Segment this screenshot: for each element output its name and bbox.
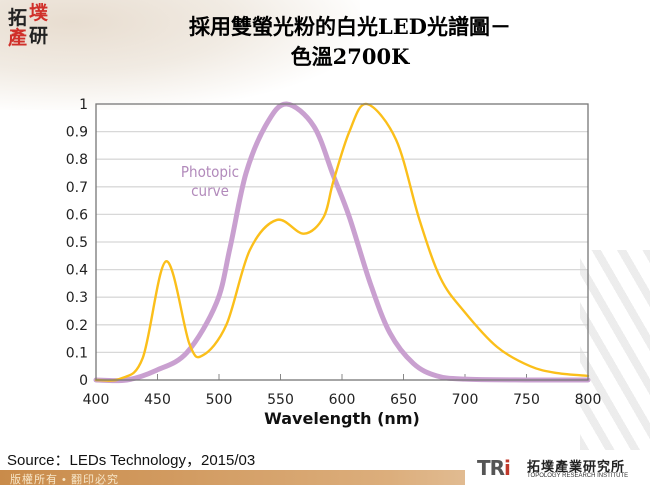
y-tick-label: 1 (79, 97, 88, 113)
copyright-notice: 版權所有 • 翻印必究 (10, 474, 119, 486)
watermark (580, 250, 650, 450)
y-tick-label: 0.2 (66, 318, 88, 334)
slide-title: 採用雙螢光粉的白光LED光譜圖－ 色溫2700K (100, 12, 600, 72)
y-tick-label: 0.8 (66, 152, 88, 168)
y-tick-label: 0 (79, 373, 88, 389)
photopic-label-line2: curve (191, 182, 229, 200)
x-tick-label: 750 (513, 392, 540, 408)
x-axis-label: Wavelength (nm) (264, 409, 420, 428)
y-tick-label: 0.6 (66, 207, 88, 223)
y-tick-label: 0.1 (66, 345, 88, 361)
title-line-1: 採用雙螢光粉的白光LED光譜圖－ (189, 14, 511, 39)
header-background (0, 0, 360, 110)
source-citation: Source：LEDs Technology，2015/03 (7, 452, 256, 469)
x-tick-label: 450 (144, 392, 171, 408)
topology-logo: 拓 墣 產 研 (8, 2, 49, 49)
tri-logo: TRi 拓墣產業研究所 TOPOLOGY RESEARCH INSTITUTE (465, 454, 650, 485)
y-tick-label: 0.4 (66, 263, 88, 279)
y-tick-label: 0.5 (66, 235, 88, 251)
photopic-curve-line (93, 101, 591, 384)
x-tick-label: 700 (452, 392, 479, 408)
y-tick-label: 0.7 (66, 180, 88, 196)
tri-name-cn: 拓墣產業研究所 (527, 459, 626, 474)
y-tick-label: 0.9 (66, 125, 88, 141)
tri-name-en: TOPOLOGY RESEARCH INSTITUTE (527, 473, 629, 479)
x-tick-label: 650 (390, 392, 417, 408)
x-tick-label: 400 (83, 392, 110, 408)
photopic-label-line1: Photopic (181, 163, 239, 181)
title-line-2: 色溫2700K (290, 44, 410, 69)
x-tick-label: 600 (329, 392, 356, 408)
x-tick-label: 500 (206, 392, 233, 408)
tri-logo-mark: TRi (477, 456, 511, 480)
white-led-spectrum-line (94, 102, 590, 382)
x-tick-label: 550 (267, 392, 294, 408)
y-tick-label: 0.3 (66, 290, 88, 306)
x-tick-label: 800 (575, 392, 602, 408)
plot-frame (95, 103, 589, 381)
